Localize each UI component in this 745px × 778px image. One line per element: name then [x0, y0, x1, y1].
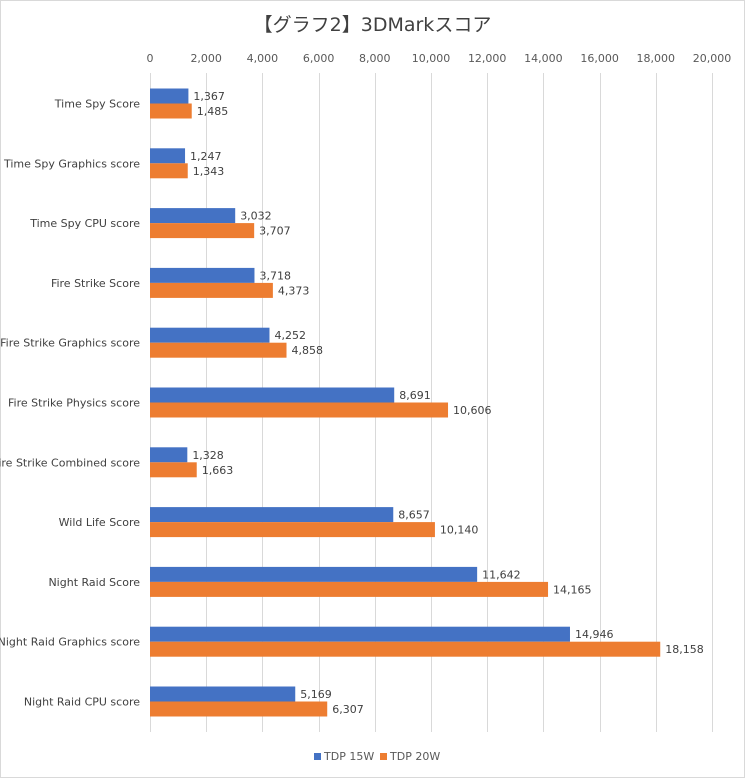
bar-tdp15w	[150, 447, 188, 463]
category-label: Night Raid Score	[48, 576, 140, 589]
bar-tdp20w	[150, 282, 273, 298]
bar-tdp20w	[150, 641, 661, 657]
x-tick-label: 4,000	[247, 52, 279, 65]
x-tick-label: 8,000	[359, 52, 391, 65]
bar-tdp20w	[150, 522, 435, 538]
bar-tdp20w	[150, 581, 549, 597]
bar-tdp15w	[150, 566, 478, 582]
x-tick-label: 20,000	[693, 52, 732, 65]
data-label: 1,367	[193, 90, 225, 103]
bar-tdp15w	[150, 626, 570, 642]
category-label: Fire Strike Score	[51, 277, 140, 290]
chart-title: 【グラフ2】3DMarkスコア	[253, 14, 492, 36]
data-label: 1,247	[190, 150, 222, 163]
x-tick-label: 2,000	[190, 52, 222, 65]
data-label: 4,373	[278, 284, 310, 297]
x-tick-label: 10,000	[412, 52, 451, 65]
data-label: 1,485	[197, 105, 229, 118]
bar-tdp15w	[150, 686, 296, 702]
legend-label: TDP 15W	[323, 750, 374, 763]
data-label: 6,307	[332, 703, 364, 716]
bar-tdp15w	[150, 267, 255, 283]
data-label: 3,718	[259, 269, 291, 282]
bar-tdp15w	[150, 387, 395, 403]
legend-swatch	[380, 753, 387, 760]
bar-tdp20w	[150, 223, 255, 239]
x-tick-label: 16,000	[580, 52, 619, 65]
category-label: Time Spy Graphics score	[3, 157, 140, 170]
x-tick-label: 18,000	[637, 52, 676, 65]
data-label: 1,663	[202, 464, 234, 477]
data-label: 1,343	[193, 165, 225, 178]
bar-tdp15w	[150, 208, 236, 224]
data-label: 4,858	[292, 344, 324, 357]
category-label: Night Raid Graphics score	[0, 636, 140, 649]
category-label: Fire Strike Physics score	[8, 397, 140, 410]
x-tick-label: 12,000	[468, 52, 507, 65]
bar-tdp20w	[150, 462, 197, 478]
x-tick-label: 0	[147, 52, 154, 65]
data-label: 8,657	[398, 509, 430, 522]
data-label: 5,169	[300, 688, 332, 701]
data-label: 10,140	[440, 524, 479, 537]
bar-tdp20w	[150, 342, 287, 358]
bar-tdp20w	[150, 701, 328, 717]
x-tick-label: 14,000	[524, 52, 563, 65]
legend-label: TDP 20W	[389, 750, 440, 763]
category-label: Time Spy CPU score	[29, 217, 140, 230]
data-label: 18,158	[665, 643, 704, 656]
category-label: Fire Strike Graphics score	[0, 337, 140, 350]
bar-tdp15w	[150, 507, 394, 523]
data-label: 14,946	[575, 628, 614, 641]
data-label: 11,642	[482, 568, 521, 581]
data-label: 1,328	[192, 449, 224, 462]
bar-tdp20w	[150, 402, 449, 418]
x-tick-label: 6,000	[303, 52, 335, 65]
category-label: Wild Life Score	[59, 516, 141, 529]
data-label: 3,032	[240, 210, 272, 223]
bar-tdp15w	[150, 327, 270, 343]
legend-swatch	[314, 753, 321, 760]
bar-tdp15w	[150, 88, 189, 104]
bar-tdp15w	[150, 148, 186, 164]
data-label: 14,165	[553, 583, 592, 596]
category-label: Fire Strike Combined score	[0, 456, 140, 469]
category-label: Time Spy Score	[54, 98, 140, 111]
data-label: 8,691	[399, 389, 431, 402]
data-label: 3,707	[259, 225, 291, 238]
data-label: 10,606	[453, 404, 492, 417]
category-label: Night Raid CPU score	[24, 696, 140, 709]
bar-tdp20w	[150, 163, 188, 179]
data-label: 4,252	[274, 329, 306, 342]
bar-tdp20w	[150, 103, 192, 119]
